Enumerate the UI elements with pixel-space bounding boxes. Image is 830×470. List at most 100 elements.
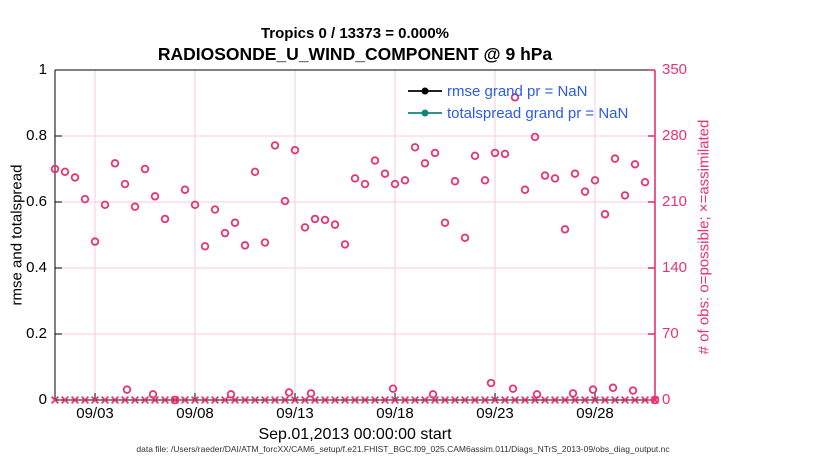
legend: rmse grand pr = NaN totalspread grand pr… (408, 80, 628, 124)
y-left-tick-label: 0.6 (26, 193, 47, 210)
possible-obs-marker (628, 386, 638, 395)
assimilated-x-marker (210, 395, 220, 405)
assimilated-x-marker (440, 395, 450, 405)
assimilated-x-marker (540, 395, 550, 405)
possible-obs-marker (560, 225, 570, 234)
assimilated-x-marker (500, 395, 510, 405)
assimilated-x-marker (360, 395, 370, 405)
assimilated-x-marker (280, 395, 290, 405)
possible-obs-marker (610, 154, 620, 163)
possible-obs-marker (486, 378, 496, 388)
possible-obs-marker (550, 174, 560, 183)
assimilated-x-marker (130, 395, 140, 405)
plot-subtitle-stats: Tropics 0 / 13373 = 0.000% (260, 25, 450, 42)
possible-obs-marker (430, 148, 440, 158)
possible-obs-marker (600, 210, 610, 219)
possible-obs-marker (650, 395, 660, 405)
assimilated-x-marker (140, 395, 150, 405)
assimilated-x-marker (120, 395, 130, 405)
possible-obs-marker (100, 200, 110, 210)
possible-obs-marker (120, 179, 130, 189)
assimilated-x-marker (560, 395, 570, 405)
assimilated-x-marker (420, 395, 430, 405)
possible-obs-marker (520, 185, 530, 194)
assimilated-x-marker (160, 395, 170, 405)
assimilated-x-marker (200, 395, 210, 405)
possible-obs-marker (508, 384, 518, 393)
x-tick-label: 09/03 (76, 405, 114, 422)
possible-obs-marker (410, 143, 420, 152)
assimilated-x-marker (110, 395, 120, 405)
possible-obs-marker (330, 220, 340, 229)
assimilated-x-marker (150, 395, 160, 405)
possible-obs-marker (350, 174, 360, 183)
possible-obs-marker (370, 156, 380, 165)
assimilated-x-marker (220, 395, 230, 405)
possible-obs-marker (270, 141, 280, 150)
assimilated-x-marker (350, 395, 360, 405)
rmse-line-marker-icon (408, 86, 442, 96)
assimilated-x-marker (450, 395, 460, 405)
x-tick-label: 09/23 (476, 405, 514, 422)
assimilated-x-marker (460, 395, 470, 405)
assimilated-x-marker (330, 395, 340, 405)
possible-obs-marker (480, 176, 490, 185)
possible-obs-marker (200, 242, 210, 251)
y-left-tick-label: 0.4 (26, 259, 47, 276)
possible-obs-marker (210, 205, 220, 214)
possible-obs-marker (390, 179, 400, 189)
y-right-tick-label: 70 (662, 325, 679, 342)
possible-obs-marker (580, 187, 590, 196)
possible-obs-marker (620, 191, 630, 200)
legend-item-rmse: rmse grand pr = NaN (408, 80, 628, 102)
possible-obs-marker (320, 215, 330, 225)
possible-obs-marker (190, 200, 200, 210)
y-left-tick-label: 0 (38, 391, 47, 408)
assimilated-x-marker (70, 395, 80, 405)
possible-obs-marker (110, 159, 120, 168)
possible-obs-marker (50, 164, 60, 174)
y-left-tick-label: 0.8 (26, 127, 47, 144)
y-left-tick-label: 1 (38, 61, 47, 78)
y-right-tick-label: 280 (662, 127, 688, 144)
possible-obs-marker (388, 384, 398, 393)
possible-obs-marker (240, 241, 250, 250)
possible-obs-marker (220, 228, 230, 238)
assimilated-x-marker (380, 395, 390, 405)
legend-label-rmse: rmse grand pr = NaN (447, 82, 588, 100)
assimilated-x-marker (340, 395, 350, 405)
possible-obs-marker (180, 185, 190, 194)
assimilated-x-marker (300, 395, 310, 405)
legend-item-totalspread: totalspread grand pr = NaN (408, 102, 628, 124)
assimilated-x-marker (430, 395, 440, 405)
right-axis-label: # of obs: o=possible; ×=assimilated (695, 119, 713, 355)
assimilated-x-marker (80, 395, 90, 405)
possible-obs-marker (170, 395, 180, 405)
possible-obs-marker (122, 385, 132, 394)
assimilated-x-marker (60, 395, 70, 405)
possible-obs-marker (306, 389, 316, 398)
x-axis-label: Sep.01,2013 00:00:00 start (258, 426, 452, 443)
possible-obs-marker (608, 383, 618, 392)
left-axis-label: rmse and totalspread (8, 164, 26, 306)
assimilated-x-marker (480, 395, 490, 405)
data-file-caption: data file: /Users/raeder/DAI/ATM_forcXX/… (136, 444, 670, 454)
assimilated-x-marker (190, 395, 200, 405)
assimilated-x-marker (50, 395, 60, 405)
totalspread-line-marker-icon (408, 108, 442, 118)
possible-obs-marker (300, 223, 310, 232)
assimilated-x-marker (100, 395, 110, 405)
possible-obs-marker (568, 389, 578, 398)
assimilated-x-marker (290, 395, 300, 405)
possible-obs-marker (70, 173, 80, 182)
possible-obs-marker (340, 240, 350, 249)
possible-obs-marker (284, 388, 294, 397)
assimilated-x-marker (630, 395, 640, 405)
assimilated-x-marker (400, 395, 410, 405)
assimilated-x-marker (640, 395, 650, 405)
legend-label-totalspread: totalspread grand pr = NaN (447, 104, 629, 122)
y-right-tick-label: 350 (662, 61, 688, 78)
possible-obs-marker (280, 196, 290, 206)
y-right-tick-label: 210 (662, 193, 688, 210)
